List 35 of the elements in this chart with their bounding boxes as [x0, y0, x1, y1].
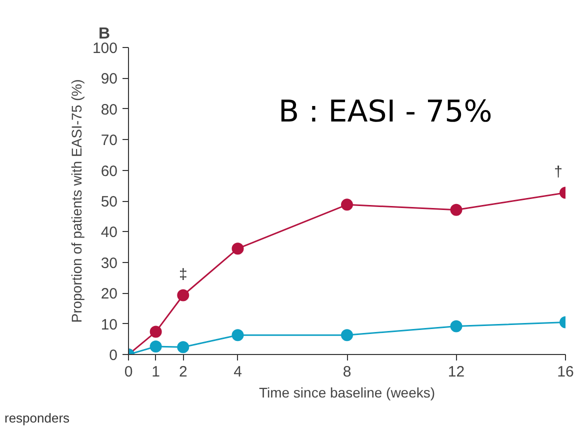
- point: [177, 289, 190, 302]
- annotation: B : EASI - 75%: [278, 94, 492, 130]
- x-tick-label: 16: [557, 364, 574, 380]
- x-axis-title: Time since baseline (weeks): [258, 384, 436, 400]
- y-axis-title: Proportion of patients with EASI-75 (%): [68, 79, 84, 323]
- point: [450, 320, 462, 332]
- point: [150, 326, 162, 338]
- point: [177, 341, 190, 354]
- x-tick-label: 4: [234, 364, 242, 380]
- annotation: †: [554, 164, 562, 181]
- y-tick-label: 20: [100, 286, 118, 303]
- point: [341, 329, 353, 342]
- y-tick-label: 40: [100, 224, 118, 242]
- x-tick-label: 8: [342, 364, 352, 380]
- point: [150, 340, 162, 353]
- y-tick-label: 50: [100, 194, 118, 210]
- y-tick-label: 30: [100, 254, 118, 272]
- text: responders: [4, 410, 70, 426]
- x-tick-label: 0: [124, 364, 133, 380]
- point: [450, 204, 462, 216]
- y-tick-label: 80: [100, 101, 118, 118]
- annotation: ‡: [178, 266, 188, 284]
- y-tick-label: 10: [100, 316, 118, 334]
- y-tick-label: 60: [100, 162, 118, 180]
- y-tick-label: 0: [109, 347, 118, 364]
- x-tick-label: 1: [152, 364, 160, 380]
- x-tick-label: 2: [178, 364, 188, 380]
- point: [232, 242, 244, 255]
- y-tick-label: 90: [100, 70, 118, 88]
- point: [341, 198, 353, 211]
- chart-title: B: [98, 26, 110, 42]
- y-tick-label: 70: [100, 132, 118, 150]
- y-tick-label: 100: [92, 40, 118, 57]
- x-tick-label: 12: [448, 364, 465, 380]
- point: [232, 329, 244, 342]
